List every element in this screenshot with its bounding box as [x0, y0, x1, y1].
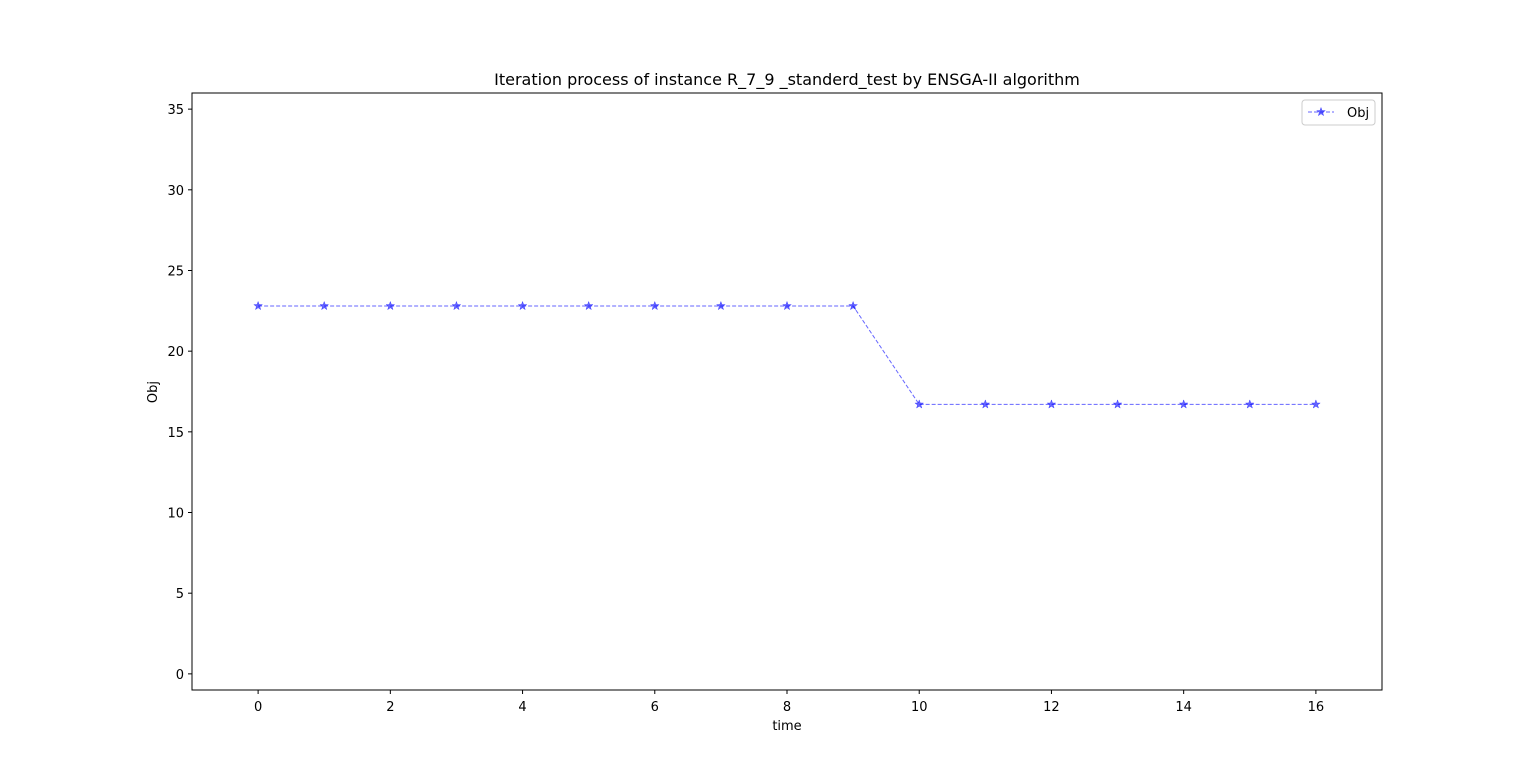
x-tick-label: 2: [386, 700, 394, 715]
data-point-star: [1046, 399, 1057, 409]
x-tick-label: 14: [1175, 700, 1192, 715]
data-point-star: [1310, 399, 1321, 409]
x-tick-label: 10: [911, 700, 928, 715]
data-point-star: [451, 300, 462, 311]
legend-star-marker: [1315, 106, 1327, 117]
x-tick-label: 4: [518, 700, 526, 715]
y-tick-label: 35: [167, 103, 184, 118]
x-tick-label: 12: [1043, 700, 1060, 715]
data-point-star: [980, 399, 991, 409]
y-tick-label: 30: [167, 184, 184, 199]
data-point-star: [253, 300, 264, 311]
data-point-star: [319, 300, 330, 311]
data-point-star: [583, 300, 594, 311]
y-tick-label: 20: [167, 345, 184, 360]
chart-title: Iteration process of instance R_7_9 _sta…: [494, 70, 1080, 90]
data-point-star: [914, 399, 925, 409]
data-point-star: [781, 300, 793, 311]
data-point-star: [649, 300, 660, 311]
data-point-star: [1112, 399, 1123, 409]
x-tick-label: 8: [783, 700, 791, 715]
data-point-star: [1244, 399, 1255, 409]
plot-frame: [191, 92, 1383, 691]
tick-marks: 0 2 4 6 8 10 12 14 16 0 5 10 15 20 25 30 35: [167, 103, 1324, 715]
x-tick-label: 0: [254, 700, 262, 715]
axes: [191, 92, 1383, 691]
x-tick-label: 16: [1308, 700, 1325, 715]
legend-series-label: Obj: [1347, 106, 1369, 121]
x-axis-label: time: [772, 719, 801, 734]
data-point-star: [715, 300, 726, 311]
legend-frame: [1301, 99, 1376, 126]
y-tick-label: 25: [167, 264, 184, 279]
series-layer: [253, 300, 1321, 409]
y-tick-label: 0: [176, 668, 184, 683]
data-point-star: [517, 300, 528, 311]
y-axis-label: Obj: [146, 381, 161, 403]
legend: Obj: [1301, 99, 1376, 126]
data-point-star: [848, 300, 859, 311]
x-tick-label: 6: [651, 700, 659, 715]
series-line: [258, 305, 1316, 405]
y-tick-label: 5: [176, 587, 184, 602]
y-tick-label: 10: [167, 507, 184, 522]
y-tick-label: 15: [167, 426, 184, 441]
data-point-star: [1178, 399, 1189, 409]
data-point-star: [385, 300, 396, 311]
